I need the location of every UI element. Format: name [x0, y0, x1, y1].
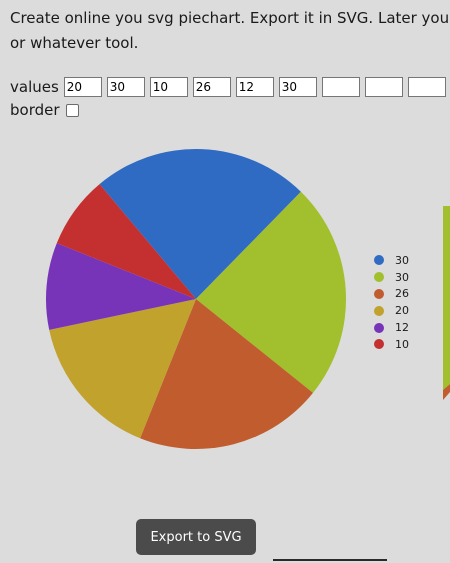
legend-item-6: 10	[374, 336, 409, 353]
values-label: values	[10, 78, 59, 96]
intro-line-1: Create online you svg piechart. Export i…	[10, 9, 450, 27]
legend-swatch	[374, 272, 384, 283]
pie-slice-2	[196, 191, 346, 393]
values-row: values	[10, 76, 450, 98]
legend-label: 30	[395, 270, 409, 284]
pie-slice-3	[140, 299, 313, 449]
value-input-1[interactable]	[63, 77, 102, 97]
pie-slice-4	[49, 299, 196, 439]
export-svg-button[interactable]: Export to SVG	[136, 519, 256, 555]
value-input-6[interactable]	[278, 77, 317, 97]
border-label: border	[10, 101, 60, 119]
legend-swatch	[374, 339, 384, 350]
border-checkbox[interactable]	[65, 103, 79, 117]
bottom-divider	[273, 559, 387, 561]
value-input-4[interactable]	[192, 77, 231, 97]
chart-legend: 30 30 26 20 12 10	[374, 252, 409, 353]
legend-label: 20	[395, 304, 409, 318]
legend-item-5: 12	[374, 319, 409, 336]
pie-slice-5	[46, 243, 196, 330]
legend-swatch	[374, 322, 384, 333]
value-input-9[interactable]	[407, 77, 446, 97]
legend-swatch	[374, 255, 384, 266]
legend-swatch	[374, 288, 384, 299]
value-input-2[interactable]	[106, 77, 145, 97]
legend-label: 30	[395, 253, 409, 267]
intro-text: Create online you svg piechart. Export i…	[10, 6, 450, 56]
legend-label: 26	[395, 287, 409, 301]
value-input-5[interactable]	[235, 77, 274, 97]
legend-label: 12	[395, 321, 409, 335]
value-input-7[interactable]	[321, 77, 360, 97]
legend-label: 10	[395, 337, 409, 351]
legend-item-3: 26	[374, 286, 409, 303]
next-chart-edge	[443, 206, 450, 400]
legend-item-4: 20	[374, 302, 409, 319]
pie-slice-6	[56, 184, 196, 299]
border-row: border	[10, 100, 79, 120]
value-input-8[interactable]	[364, 77, 403, 97]
pie-slice-1	[99, 148, 301, 299]
legend-item-1: 30	[374, 252, 409, 269]
pie-chart	[46, 148, 346, 449]
value-input-3[interactable]	[149, 77, 188, 97]
legend-item-2: 30	[374, 269, 409, 286]
intro-line-2: or whatever tool.	[10, 34, 139, 52]
legend-swatch	[374, 305, 384, 316]
